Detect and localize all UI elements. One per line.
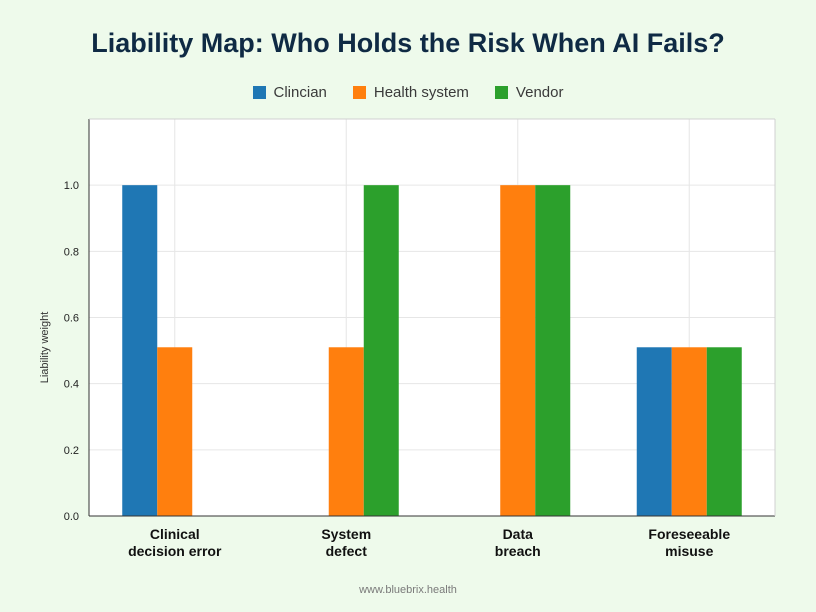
y-tick-label: 0.2 [64, 445, 79, 457]
footer-url: www.bluebrix.health [359, 584, 457, 596]
y-tick-label: 0.6 [64, 313, 79, 325]
legend-swatch-health-system [352, 86, 366, 99]
y-tick-label: 0.8 [64, 246, 79, 258]
legend-swatch-clinician [252, 86, 266, 99]
y-axis-label: Liability weight [39, 312, 51, 384]
bar-vendor [535, 185, 571, 516]
bar-health-system [328, 347, 364, 516]
legend-item-clinician: Clincian [252, 84, 327, 101]
legend-label-health-system: Health system [373, 84, 469, 101]
bar-vendor [363, 185, 399, 516]
bar-clincian [122, 185, 158, 516]
legend-swatch-vendor [494, 86, 508, 99]
legend-item-health-system: Health system [352, 84, 469, 101]
y-tick-label: 0.4 [64, 379, 79, 391]
x-tick-label: Clinical decision error [128, 526, 222, 559]
x-tick-label: System defect [321, 526, 371, 559]
bar-health-system [500, 185, 536, 516]
y-tick-label: 1.0 [64, 180, 79, 192]
chart-title: Liability Map: Who Holds the Risk When A… [91, 28, 725, 58]
legend-label-vendor: Vendor [515, 84, 564, 101]
bar-health-system [671, 347, 707, 516]
y-tick-label: 0.0 [64, 511, 79, 523]
bar-health-system [157, 347, 193, 516]
x-tick-label: Foreseeable misuse [648, 526, 730, 559]
legend-item-vendor: Vendor [494, 84, 564, 101]
legend-label-clinician: Clincian [273, 84, 327, 101]
bar-vendor [706, 347, 742, 516]
chart-legend: Clincian Health system Vendor [0, 84, 816, 101]
x-tick-label: Data breach [495, 526, 541, 559]
bar-clincian [636, 347, 672, 516]
